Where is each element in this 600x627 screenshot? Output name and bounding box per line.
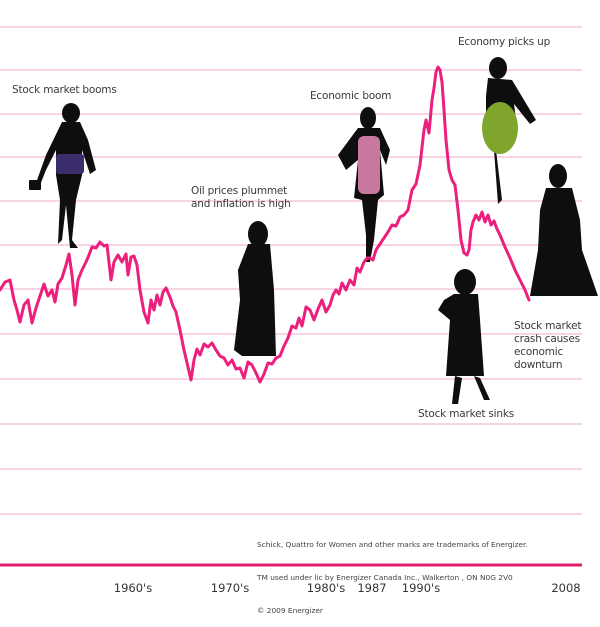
- annotation-crash: Stock market crash causes economic downt…: [514, 320, 582, 371]
- x-tick-label: 1980's: [306, 581, 346, 595]
- annotation-stock-market-booms: Stock market booms: [12, 84, 117, 96]
- x-tick-label: 1987: [357, 581, 387, 595]
- x-tick-label: 2008: [551, 581, 581, 595]
- silhouette-1980s-woman-icon: [338, 107, 390, 262]
- x-tick-label: 1960's: [113, 581, 153, 595]
- legal-notice: Schick, Quattro for Women and other mark…: [257, 517, 528, 627]
- annotation-stock-market-sinks: Stock market sinks: [418, 408, 514, 420]
- legal-line-2: TM used under lic by Energizer Canada In…: [257, 573, 513, 582]
- annotation-oil-prices: Oil prices plummet and inflation is high: [191, 185, 291, 210]
- annotation-economic-boom: Economic boom: [310, 90, 392, 102]
- annotation-economy-picks-up: Economy picks up: [458, 36, 551, 48]
- legal-line-3: © 2009 Energizer: [257, 606, 323, 615]
- silhouette-1960s-woman-icon: [29, 103, 96, 248]
- legal-line-1: Schick, Quattro for Women and other mark…: [257, 540, 528, 549]
- stock-market-line: [0, 65, 531, 384]
- x-tick-label: 1990's: [401, 581, 441, 595]
- silhouette-2008-woman-icon: [530, 164, 598, 296]
- silhouette-1987-woman-icon: [438, 269, 490, 404]
- silhouette-1990s-woman-icon: [482, 57, 536, 204]
- hemline-stock-chart: [0, 26, 598, 567]
- silhouette-1970s-woman-icon: [234, 221, 276, 356]
- x-tick-label: 1970's: [210, 581, 250, 595]
